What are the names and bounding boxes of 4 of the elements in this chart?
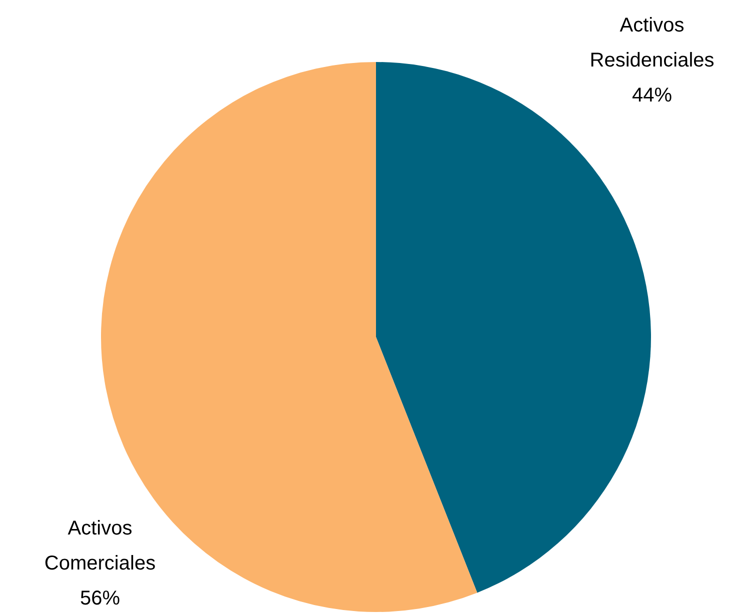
slice-label: Activos Comerciales: [44, 518, 156, 575]
slice-label: Activos Residenciales: [590, 14, 714, 72]
data-label: 44%: [632, 84, 672, 107]
data-label: 56%: [80, 588, 120, 610]
